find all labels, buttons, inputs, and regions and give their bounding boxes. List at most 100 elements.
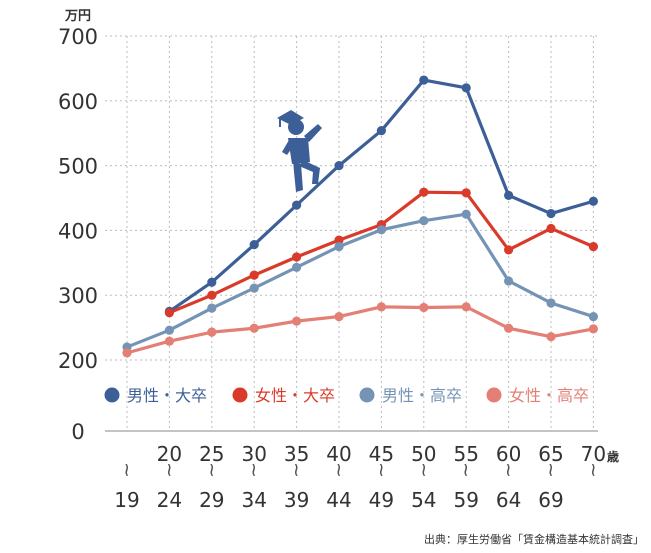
data-point-1 (292, 252, 302, 262)
series-line-3 (126, 305, 594, 355)
x-tick-range-mark: ~ (201, 462, 223, 478)
x-tick-end: 64 (496, 488, 521, 512)
x-tick-start: 30 (241, 442, 266, 466)
series-points (122, 75, 599, 358)
x-unit-label: 歳 (607, 449, 619, 464)
x-tick-start: 35 (284, 442, 309, 466)
grid-lines (105, 35, 598, 432)
data-point-2 (376, 225, 386, 235)
x-tick-start: 45 (369, 442, 394, 466)
data-point-0 (249, 240, 259, 250)
data-point-3 (122, 348, 132, 358)
data-point-1 (334, 235, 344, 245)
data-point-0 (546, 208, 556, 219)
y-tick-label: 400 (58, 219, 98, 243)
data-point-3 (376, 302, 386, 312)
y-tick-label: 300 (58, 284, 98, 308)
x-tick-end: 34 (241, 488, 266, 512)
data-point-1 (504, 245, 514, 255)
data-point-2 (292, 262, 302, 272)
data-point-0 (334, 161, 344, 171)
x-axis: 歳 ~1920~2425~2930~3435~3940~4445~4950~54… (114, 442, 619, 512)
legend-swatch-0 (104, 387, 120, 403)
y-tick-label: 600 (58, 90, 98, 114)
data-point-0 (376, 126, 386, 136)
data-point-3 (504, 323, 514, 333)
legend-label-1: 女性・大卒 (255, 386, 335, 405)
legend-label-2: 男性・高卒 (382, 386, 462, 405)
data-point-1 (164, 308, 174, 318)
data-point-1 (588, 242, 599, 252)
data-point-0 (419, 75, 429, 85)
series-line-2 (126, 212, 594, 349)
data-point-1 (249, 270, 259, 280)
data-point-2 (461, 209, 471, 219)
legend-label-3: 女性・高卒 (509, 386, 589, 405)
x-tick-start: 65 (538, 442, 563, 466)
data-point-1 (546, 223, 556, 234)
data-point-1 (419, 187, 429, 197)
x-tick-end: 49 (369, 488, 394, 512)
x-tick-end: 54 (411, 488, 436, 512)
data-point-2 (588, 311, 599, 322)
data-point-3 (419, 302, 429, 313)
y-tick-label: 0 (71, 420, 84, 444)
data-point-2 (419, 216, 429, 226)
data-point-3 (292, 316, 302, 326)
data-point-3 (207, 327, 217, 337)
data-point-2 (164, 325, 174, 335)
x-tick-end: 44 (326, 488, 351, 512)
data-point-3 (334, 311, 344, 322)
legend: 男性・大卒 女性・大卒 男性・高卒 女性・高卒 (104, 386, 589, 405)
data-point-2 (207, 303, 217, 313)
x-tick-start: 60 (496, 442, 521, 466)
x-tick-range-mark: ~ (540, 462, 562, 478)
x-tick-end: 59 (453, 488, 478, 512)
data-point-2 (504, 276, 514, 286)
data-point-1 (207, 290, 217, 300)
legend-label-0: 男性・大卒 (127, 386, 207, 405)
x-tick-range-mark: ~ (498, 462, 520, 478)
x-tick-end: 24 (157, 488, 182, 512)
x-tick-end: 39 (284, 488, 309, 512)
y-unit-label: 万円 (64, 9, 91, 24)
y-tick-label: 200 (58, 349, 98, 373)
data-point-2 (546, 298, 556, 308)
data-point-3 (546, 332, 556, 342)
x-tick-start: 40 (326, 442, 351, 466)
data-point-0 (588, 196, 599, 206)
x-tick-start: 55 (453, 442, 478, 466)
data-point-3 (461, 302, 471, 312)
x-tick-start: 50 (411, 442, 436, 466)
data-point-2 (249, 283, 259, 293)
data-point-3 (164, 336, 174, 346)
x-tick-range-mark: ~ (455, 462, 477, 478)
y-tick-label: 500 (58, 155, 98, 179)
y-tick-label: 700 (58, 25, 98, 49)
legend-swatch-3 (486, 387, 502, 403)
x-tick-range-mark: ~ (328, 462, 350, 478)
x-tick-range-mark: ~ (582, 462, 604, 478)
x-tick-range-mark: ~ (158, 462, 180, 478)
source-note: 出典：厚生労働省「賃金構造基本統計調査」 (424, 532, 644, 546)
data-point-0 (292, 200, 302, 210)
x-tick-end: 69 (538, 488, 563, 512)
series-lines (126, 78, 595, 355)
x-tick-range-mark: ~ (243, 462, 265, 478)
y-axis: 万円 0 200 300 400 500 600 700 (58, 9, 98, 444)
data-point-0 (504, 190, 514, 201)
data-point-1 (461, 188, 471, 198)
x-tick-end: 19 (114, 488, 139, 512)
legend-swatch-1 (232, 387, 248, 403)
x-tick-range-mark: ~ (286, 462, 308, 478)
x-tick-range-mark: ~ (370, 462, 392, 478)
data-point-0 (207, 277, 217, 287)
x-tick-start: 70 (581, 442, 606, 466)
data-point-0 (461, 83, 471, 93)
x-tick-range-mark: ~ (413, 462, 435, 478)
data-point-2 (334, 242, 344, 252)
data-point-3 (588, 324, 599, 334)
legend-swatch-2 (359, 387, 375, 403)
x-tick-start: 25 (199, 442, 224, 466)
